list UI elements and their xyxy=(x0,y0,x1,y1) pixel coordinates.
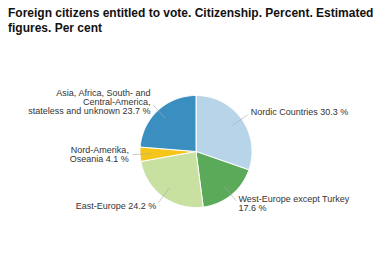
svg-text:Asia, Africa, South- andCentra: Asia, Africa, South- andCentral-America,… xyxy=(28,88,150,116)
svg-text:East-Europe 24.2 %: East-Europe 24.2 % xyxy=(76,201,157,211)
html-text:Foreign citizens entitled to v: Foreign citizens entitled to vote. Citiz… xyxy=(8,6,374,35)
svg-text:Nord-Amerika,Oseania 4.1 %: Nord-Amerika,Oseania 4.1 % xyxy=(70,145,129,164)
svg-text:Nordic Countries 30.3 %: Nordic Countries 30.3 % xyxy=(251,107,349,117)
svg-text:West-Europe except Turkey17.6: West-Europe except Turkey17.6 % xyxy=(238,194,349,213)
